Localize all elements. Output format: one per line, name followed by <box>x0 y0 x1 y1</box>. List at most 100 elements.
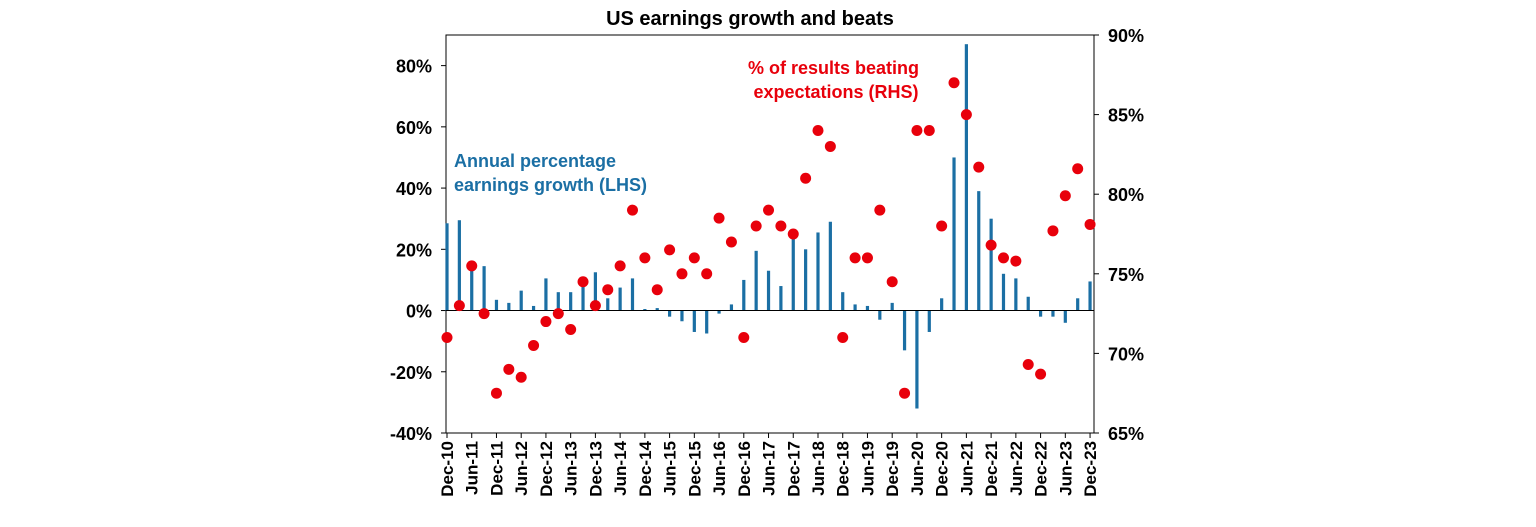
growth-bar <box>816 232 820 311</box>
beats-dot <box>812 125 824 137</box>
growth-bar <box>1026 296 1030 311</box>
growth-bar <box>915 310 919 409</box>
growth-bar <box>828 221 832 311</box>
beats-dot <box>614 260 626 272</box>
growth-bar <box>445 223 449 311</box>
beats-dot <box>1010 255 1022 267</box>
growth-series-label: Annual percentage earnings growth (LHS) <box>454 151 647 195</box>
x-tick-label: Dec-10 <box>438 441 457 497</box>
x-tick-label: Jun-15 <box>661 441 680 496</box>
beats-dot <box>589 300 601 312</box>
growth-bar <box>1038 310 1043 317</box>
beats-dot <box>849 252 861 264</box>
beats-dot <box>800 172 812 184</box>
right-axis-ticks: 65% 70% 75% 80% 85% 90% <box>1094 26 1144 444</box>
right-tick-label: 70% <box>1108 344 1144 364</box>
x-tick-label: Dec-21 <box>982 441 1001 497</box>
beats-dot <box>936 220 948 232</box>
beats-dot <box>540 316 552 328</box>
x-tick-label: Jun-17 <box>760 441 779 496</box>
right-tick-label: 85% <box>1108 106 1144 126</box>
growth-bar <box>865 305 870 311</box>
growth-bar <box>569 292 573 311</box>
beats-dot <box>1072 163 1084 175</box>
beats-dot <box>515 371 527 383</box>
beats-dot <box>899 387 911 399</box>
beats-label-line-2: expectations (RHS) <box>753 82 918 102</box>
growth-bar <box>680 310 684 322</box>
beats-dot <box>651 284 663 296</box>
x-tick-label: Jun-22 <box>1007 441 1026 496</box>
left-tick-label: 40% <box>396 179 432 199</box>
beats-dot <box>948 77 960 89</box>
growth-label-line-2: earnings growth (LHS) <box>454 175 647 195</box>
x-tick-label: Jun-20 <box>908 441 927 496</box>
beats-dot <box>528 339 540 351</box>
beats-dot <box>676 268 688 280</box>
left-tick-label: 20% <box>396 240 432 260</box>
earnings-chart: US earnings growth and beats -40% -20% 0% 2… <box>390 8 1144 497</box>
growth-bar <box>1063 310 1067 323</box>
beats-dot <box>664 244 676 256</box>
beats-dot <box>775 220 787 232</box>
x-tick-label: Jun-11 <box>463 441 482 495</box>
left-axis-ticks: -40% -20% 0% 20% 40% 60% 80% <box>390 57 446 444</box>
growth-bar <box>989 218 993 311</box>
growth-bar <box>556 292 560 311</box>
beats-dot <box>490 387 502 399</box>
growth-bar <box>606 298 610 311</box>
growth-bar <box>779 286 783 311</box>
beats-dot <box>552 308 564 320</box>
x-tick-label: Dec-12 <box>537 441 556 497</box>
growth-bar <box>791 235 795 311</box>
beats-dot <box>478 308 490 320</box>
beats-dot <box>874 204 886 216</box>
growth-bar <box>630 278 635 311</box>
beats-dot <box>738 331 750 343</box>
beats-dot <box>985 239 997 251</box>
right-tick-label: 80% <box>1108 185 1144 205</box>
left-tick-label: 0% <box>406 302 432 322</box>
growth-bar <box>618 287 622 311</box>
beats-dot <box>997 252 1009 264</box>
beats-dot <box>503 363 515 375</box>
growth-bar <box>655 308 659 311</box>
beats-dot <box>626 204 638 216</box>
growth-bar <box>890 302 894 311</box>
left-tick-label: 60% <box>396 118 432 138</box>
growth-bar <box>927 310 931 332</box>
x-tick-label: Dec-23 <box>1081 441 1100 497</box>
growth-bar <box>804 249 808 311</box>
x-tick-label: Jun-23 <box>1056 441 1075 496</box>
beats-dot <box>787 228 799 240</box>
right-tick-label: 65% <box>1108 424 1144 444</box>
growth-bar <box>952 157 956 311</box>
x-tick-label: Jun-14 <box>611 440 630 495</box>
x-tick-label: Dec-19 <box>883 441 902 497</box>
chart-card: US earnings growth and beats -40% -20% 0% 2… <box>368 0 1168 522</box>
x-tick-label: Jun-18 <box>809 441 828 496</box>
x-tick-label: Jun-19 <box>858 441 877 496</box>
beats-dot <box>837 331 849 343</box>
beats-dot <box>441 331 453 343</box>
right-tick-label: 75% <box>1108 265 1144 285</box>
left-tick-label: -40% <box>390 424 432 444</box>
growth-bar <box>940 298 944 311</box>
growth-bar <box>544 278 548 311</box>
x-tick-label: Dec-15 <box>685 441 704 497</box>
x-axis-ticks: Dec-10 Jun-11 Dec-11 Jun-12 Dec-12 Jun-13 Dec-… <box>438 433 1100 497</box>
growth-bar <box>705 310 709 334</box>
beats-dot <box>750 220 762 232</box>
growth-bar <box>729 304 734 311</box>
left-tick-label: -20% <box>390 363 432 383</box>
growth-bar <box>1014 278 1018 311</box>
growth-bar <box>519 290 523 311</box>
beats-dot <box>639 252 651 264</box>
beats-dot <box>1059 190 1071 202</box>
x-tick-label: Dec-11 <box>487 441 506 496</box>
growth-bar <box>717 310 721 314</box>
beats-dot <box>973 161 985 173</box>
beats-dot <box>688 252 700 264</box>
x-tick-label: Jun-13 <box>562 441 581 496</box>
